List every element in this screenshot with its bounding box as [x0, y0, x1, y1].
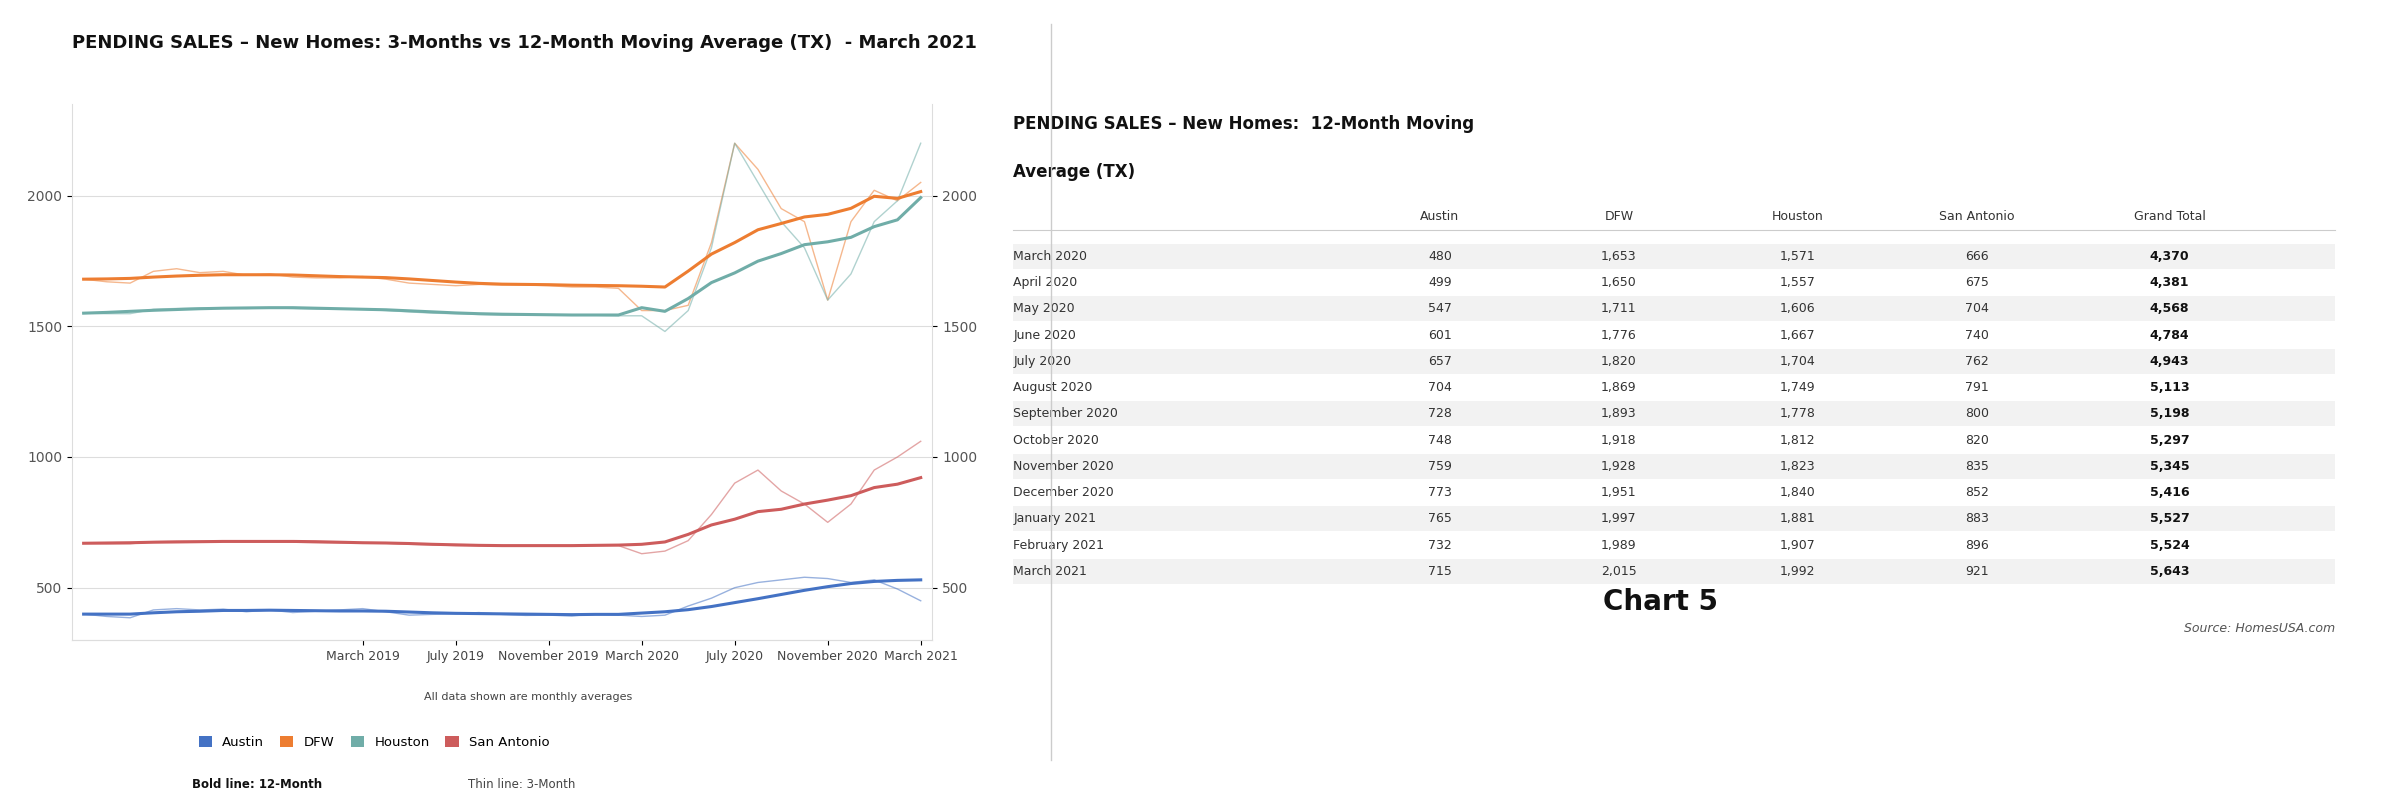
Text: 1,557: 1,557: [1781, 276, 1817, 289]
Text: PENDING SALES – New Homes:  12-Month Moving: PENDING SALES – New Homes: 12-Month Movi…: [1013, 114, 1474, 133]
Text: 704: 704: [1966, 302, 1990, 315]
Text: 5,643: 5,643: [2150, 565, 2189, 578]
Text: June 2020: June 2020: [1013, 329, 1075, 342]
Text: 1,997: 1,997: [1601, 512, 1637, 526]
Text: 499: 499: [1428, 276, 1452, 289]
FancyBboxPatch shape: [1013, 402, 2335, 426]
Text: 765: 765: [1428, 512, 1452, 526]
Text: 773: 773: [1428, 486, 1452, 499]
Text: 2,015: 2,015: [1601, 565, 1637, 578]
Text: 4,370: 4,370: [2150, 250, 2189, 262]
Text: 1,749: 1,749: [1781, 381, 1817, 394]
Text: 1,704: 1,704: [1781, 354, 1817, 368]
Text: 1,653: 1,653: [1601, 250, 1637, 262]
Text: 1,840: 1,840: [1781, 486, 1817, 499]
Text: 820: 820: [1966, 434, 1990, 446]
Text: 896: 896: [1966, 538, 1990, 552]
Text: April 2020: April 2020: [1013, 276, 1078, 289]
Text: August 2020: August 2020: [1013, 381, 1092, 394]
Text: 1,893: 1,893: [1601, 407, 1637, 420]
Text: 704: 704: [1428, 381, 1452, 394]
Text: Thin line: 3-Month: Thin line: 3-Month: [468, 778, 576, 791]
Text: 1,820: 1,820: [1601, 354, 1637, 368]
Text: May 2020: May 2020: [1013, 302, 1075, 315]
FancyBboxPatch shape: [1013, 506, 2335, 531]
Text: March 2021: March 2021: [1013, 565, 1087, 578]
Text: 740: 740: [1966, 329, 1990, 342]
Text: 5,527: 5,527: [2150, 512, 2189, 526]
Text: 1,951: 1,951: [1601, 486, 1637, 499]
Text: 835: 835: [1966, 460, 1990, 473]
Text: 4,943: 4,943: [2150, 354, 2189, 368]
Text: 1,907: 1,907: [1781, 538, 1817, 552]
Text: 601: 601: [1428, 329, 1452, 342]
Text: 883: 883: [1966, 512, 1990, 526]
Text: 759: 759: [1428, 460, 1452, 473]
FancyBboxPatch shape: [1013, 454, 2335, 479]
Text: 4,568: 4,568: [2150, 302, 2189, 315]
Text: 1,776: 1,776: [1601, 329, 1637, 342]
Text: 1,571: 1,571: [1781, 250, 1817, 262]
Text: San Antonio: San Antonio: [1939, 210, 2014, 223]
Text: 1,918: 1,918: [1601, 434, 1637, 446]
Text: November 2020: November 2020: [1013, 460, 1114, 473]
Text: 1,869: 1,869: [1601, 381, 1637, 394]
Text: 1,650: 1,650: [1601, 276, 1637, 289]
Text: 852: 852: [1966, 486, 1990, 499]
Text: February 2021: February 2021: [1013, 538, 1104, 552]
Text: 732: 732: [1428, 538, 1452, 552]
Text: Source: HomesUSA.com: Source: HomesUSA.com: [2184, 622, 2335, 634]
Text: PENDING SALES – New Homes: 3-Months vs 12-Month Moving Average (TX)  - March 202: PENDING SALES – New Homes: 3-Months vs 1…: [72, 34, 977, 52]
Text: 1,992: 1,992: [1781, 565, 1814, 578]
FancyBboxPatch shape: [1013, 296, 2335, 322]
Text: 1,667: 1,667: [1781, 329, 1817, 342]
Text: 1,989: 1,989: [1601, 538, 1637, 552]
Text: 1,928: 1,928: [1601, 460, 1637, 473]
Text: Chart 5: Chart 5: [1603, 589, 1718, 617]
Text: 1,711: 1,711: [1601, 302, 1637, 315]
Text: 1,812: 1,812: [1781, 434, 1817, 446]
Text: March 2020: March 2020: [1013, 250, 1087, 262]
Text: 748: 748: [1428, 434, 1452, 446]
Text: 728: 728: [1428, 407, 1452, 420]
Text: 5,198: 5,198: [2150, 407, 2189, 420]
Text: DFW: DFW: [1603, 210, 1634, 223]
Text: Austin: Austin: [1421, 210, 1459, 223]
Text: 480: 480: [1428, 250, 1452, 262]
Text: January 2021: January 2021: [1013, 512, 1097, 526]
FancyBboxPatch shape: [1013, 349, 2335, 374]
Text: Bold line: 12-Month: Bold line: 12-Month: [192, 778, 322, 791]
Text: Average (TX): Average (TX): [1013, 163, 1135, 181]
Text: 4,381: 4,381: [2150, 276, 2189, 289]
Text: 675: 675: [1966, 276, 1990, 289]
FancyBboxPatch shape: [1013, 244, 2335, 269]
Text: 1,606: 1,606: [1781, 302, 1817, 315]
Text: 1,881: 1,881: [1781, 512, 1817, 526]
Legend: Austin, DFW, Houston, San Antonio: Austin, DFW, Houston, San Antonio: [199, 736, 550, 750]
Text: 1,823: 1,823: [1781, 460, 1817, 473]
Text: 5,524: 5,524: [2150, 538, 2189, 552]
Text: 715: 715: [1428, 565, 1452, 578]
Text: 666: 666: [1966, 250, 1990, 262]
Text: December 2020: December 2020: [1013, 486, 1114, 499]
Text: 762: 762: [1966, 354, 1990, 368]
Text: September 2020: September 2020: [1013, 407, 1118, 420]
Text: 1,778: 1,778: [1781, 407, 1817, 420]
Text: October 2020: October 2020: [1013, 434, 1099, 446]
Text: 547: 547: [1428, 302, 1452, 315]
Text: 800: 800: [1966, 407, 1990, 420]
Text: Grand Total: Grand Total: [2134, 210, 2206, 223]
Text: 5,113: 5,113: [2150, 381, 2189, 394]
Text: 4,784: 4,784: [2150, 329, 2189, 342]
Text: 5,416: 5,416: [2150, 486, 2189, 499]
Text: All data shown are monthly averages: All data shown are monthly averages: [425, 692, 631, 702]
Text: July 2020: July 2020: [1013, 354, 1070, 368]
Text: 791: 791: [1966, 381, 1990, 394]
Text: 5,345: 5,345: [2150, 460, 2189, 473]
FancyBboxPatch shape: [1013, 558, 2335, 584]
Text: Houston: Houston: [1771, 210, 1824, 223]
Text: 657: 657: [1428, 354, 1452, 368]
Text: 921: 921: [1966, 565, 1990, 578]
Text: 5,297: 5,297: [2150, 434, 2189, 446]
